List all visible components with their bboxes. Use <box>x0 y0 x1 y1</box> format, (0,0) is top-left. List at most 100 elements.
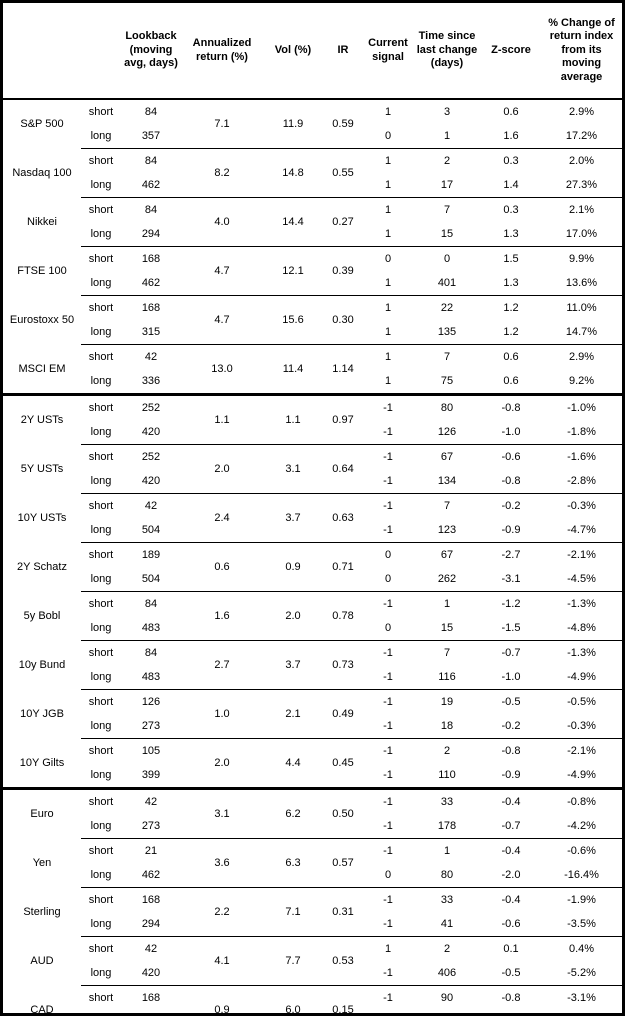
leg-cell: long <box>90 475 112 487</box>
annualized-return-cell: 1.0 <box>181 689 263 739</box>
leg-cell: long <box>90 426 112 438</box>
z-score-cell: -0.9 <box>501 524 521 536</box>
time-since-cell: 110 <box>438 769 456 781</box>
vol-cell: 14.8 <box>263 148 323 198</box>
time-since-cell: 67 <box>413 444 481 469</box>
signal-cell: -1 <box>363 738 413 763</box>
instrument-row-long: long 462 0 80 -2.0 -16.4% <box>3 863 622 888</box>
instrument-row-short: Sterling short 168 2.2 7.1 0.31 -1 33 -0.4 -1.9% <box>3 887 622 937</box>
leg-cell: short <box>81 295 121 320</box>
instrument-name-cell: 10Y Gilts <box>19 756 65 769</box>
lookback-cell: 126 <box>121 689 181 714</box>
instrument-row-short: S&P 500 short 84 7.1 11.9 0.59 1 3 0.6 2.9% <box>3 99 622 130</box>
time-since-cell: 1 <box>413 838 481 863</box>
instrument-row-short: Euro short 42 3.1 6.2 0.50 -1 33 -0.4 -0.8% <box>3 787 622 839</box>
lookback-cell: 21 <box>121 838 181 863</box>
z-score-cell: 0.6 <box>503 106 519 118</box>
pct-change-cell: 11.0% <box>541 295 622 320</box>
vol-cell: 6.3 <box>263 838 323 888</box>
pct-change-cell: 17.2% <box>565 130 598 142</box>
leg-cell: short <box>81 787 121 814</box>
instrument-row-short: 10y Bund short 84 2.7 3.7 0.73 -1 7 -0.7 -1.3% <box>3 640 622 690</box>
signal-cell: -1 <box>383 524 393 536</box>
lookback-cell: 168 <box>121 887 181 912</box>
instrument-row-short: AUD short 42 4.1 7.7 0.53 1 2 0.1 0.4% <box>3 936 622 986</box>
z-score-cell: -3.1 <box>501 573 521 585</box>
signal-cell: -1 <box>363 689 413 714</box>
signal-cell: 1 <box>363 148 413 173</box>
instrument-row-short: MSCI EM short 42 13.0 11.4 1.14 1 7 0.6 2.9% <box>3 344 622 395</box>
vol-cell: 2.1 <box>263 689 323 739</box>
ir-cell: 0.73 <box>323 640 363 690</box>
vol-cell: 15.6 <box>263 295 323 345</box>
leg-cell: short <box>81 689 121 714</box>
instrument-row-long: long 336 1 75 0.6 9.2% <box>3 369 622 395</box>
z-score-cell: -0.8 <box>501 475 521 487</box>
time-since-cell: 90 <box>413 985 481 1010</box>
table-body: S&P 500 short 84 7.1 11.9 0.59 1 3 0.6 2.9% long 35… <box>3 99 622 1013</box>
pct-change-cell: 9.2% <box>568 375 595 387</box>
time-since-cell: 1 <box>443 130 451 142</box>
leg-cell: short <box>81 640 121 665</box>
signal-cell: -1 <box>363 1010 413 1013</box>
instrument-name-cell: Sterling <box>23 906 61 918</box>
ir-cell: 0.59 <box>332 118 354 130</box>
instrument-name-cell: 10y Bund <box>18 659 66 671</box>
pct-change-cell: -7.1% <box>541 1010 622 1013</box>
z-score-cell: -0.8 <box>481 393 541 420</box>
instrument-row-short: 10Y Gilts short 105 2.0 4.4 0.45 -1 2 -0.8 -2.1% <box>3 738 622 789</box>
instrument-row-long: long 294 -1 41 -0.6 -3.5% <box>3 912 622 937</box>
z-score-cell: -1.5 <box>501 622 521 634</box>
pct-change-cell: -4.2% <box>567 820 596 832</box>
time-since-cell: 7 <box>413 493 481 518</box>
pct-change-cell: -5.2% <box>567 967 596 979</box>
vol-cell: 14.4 <box>263 197 323 247</box>
ir-cell: 0.55 <box>323 148 363 198</box>
instrument-name-cell: 10Y USTs <box>17 512 67 524</box>
signal-cell: -1 <box>363 640 413 665</box>
annualized-return-cell: 0.9 <box>181 985 263 1013</box>
instrument-row-short: 5y Bobl short 84 1.6 2.0 0.78 -1 1 -1.2 -1.3% <box>3 591 622 641</box>
signal-cell: -1 <box>383 671 393 683</box>
instrument-name-cell: 5y Bobl <box>23 610 61 622</box>
col-header-pct: % Change of return index from its moving… <box>541 3 622 100</box>
signal-cell: 0 <box>384 869 392 881</box>
pct-change-cell: -3.1% <box>541 985 622 1010</box>
instrument-name-cell: AUD <box>30 955 54 967</box>
vol-cell: 7.7 <box>263 936 323 986</box>
pct-change-cell: -4.7% <box>567 524 596 536</box>
leg-cell: short <box>81 985 121 1010</box>
z-score-cell: -2.7 <box>481 542 541 567</box>
z-score-cell: -0.7 <box>501 820 521 832</box>
col-header-vol: Vol (%) <box>263 3 323 100</box>
time-since-cell: 7 <box>413 344 481 369</box>
annualized-return-cell: 1.6 <box>181 591 263 641</box>
leg-cell: long <box>81 1010 121 1013</box>
time-since-cell: 17 <box>440 179 454 191</box>
instrument-row-long: long 420 -1 406 -0.5 -5.2% <box>3 961 622 986</box>
pct-change-cell: -2.1% <box>541 738 622 763</box>
vol-cell: 6.0 <box>263 985 323 1013</box>
lookback-cell: 462 <box>141 869 161 881</box>
lookback-cell: 504 <box>141 573 161 585</box>
lookback-cell: 483 <box>141 671 161 683</box>
z-score-cell: 0.3 <box>481 197 541 222</box>
z-score-cell: 1.3 <box>503 277 519 289</box>
signal-cell: -1 <box>363 493 413 518</box>
signal-cell: -1 <box>363 787 413 814</box>
signal-cell: 0 <box>384 622 392 634</box>
instrument-name-cell: Yen <box>32 857 52 869</box>
instrument-name-cell: CAD <box>30 1003 54 1016</box>
instrument-row-short: CAD short 168 0.9 6.0 0.15 -1 90 -0.8 -3.1% <box>3 985 622 1013</box>
time-since-cell: 41 <box>440 918 454 930</box>
time-since-cell: 2 <box>413 738 481 763</box>
col-header-time: Time since last change (days) <box>413 3 481 100</box>
annualized-return-cell: 0.6 <box>181 542 263 592</box>
ir-cell: 0.57 <box>323 838 363 888</box>
z-score-cell: 1.2 <box>503 326 519 338</box>
ir-cell: 0.97 <box>323 393 363 445</box>
vol-cell: 11.4 <box>263 344 323 395</box>
vol-cell: 0.9 <box>263 542 323 592</box>
instrument-name-cell: Euro <box>3 787 81 839</box>
annualized-return-cell: 2.4 <box>181 493 263 543</box>
